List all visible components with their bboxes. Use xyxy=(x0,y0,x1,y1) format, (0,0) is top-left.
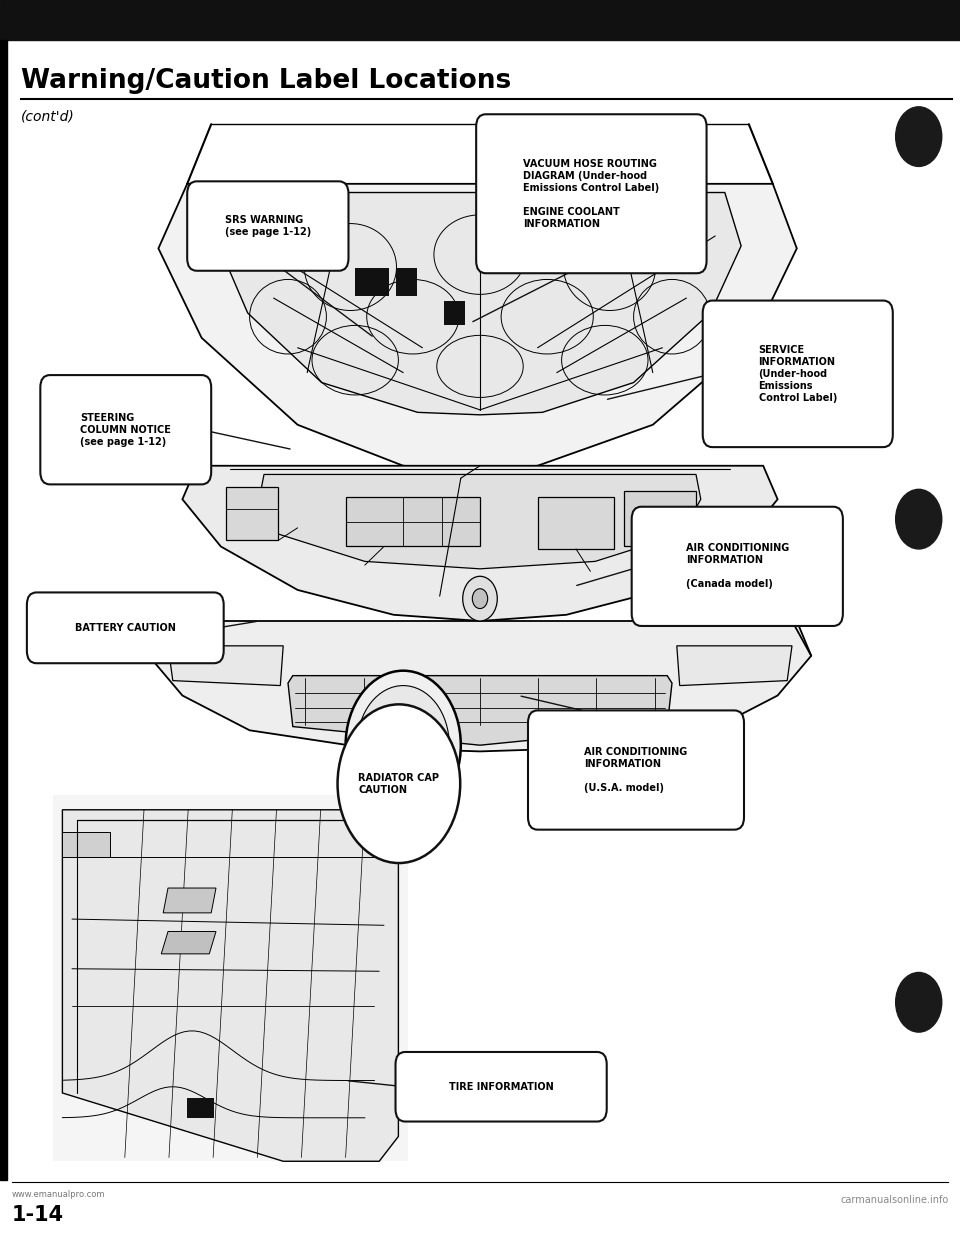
Bar xyxy=(0,0,960,40)
FancyBboxPatch shape xyxy=(27,592,224,663)
Circle shape xyxy=(338,704,460,863)
Polygon shape xyxy=(624,491,696,546)
Polygon shape xyxy=(161,932,216,954)
Polygon shape xyxy=(226,487,278,540)
Circle shape xyxy=(896,489,942,549)
FancyBboxPatch shape xyxy=(396,268,417,296)
FancyBboxPatch shape xyxy=(476,114,707,273)
Polygon shape xyxy=(163,888,216,913)
Text: 1-14: 1-14 xyxy=(12,1205,63,1225)
Bar xyxy=(53,795,408,1161)
Circle shape xyxy=(357,686,449,805)
FancyBboxPatch shape xyxy=(187,181,348,271)
Polygon shape xyxy=(346,497,480,546)
Text: Warning/Caution Label Locations: Warning/Caution Label Locations xyxy=(21,68,512,94)
Polygon shape xyxy=(182,466,778,621)
Polygon shape xyxy=(168,646,283,686)
FancyBboxPatch shape xyxy=(40,375,211,484)
FancyBboxPatch shape xyxy=(632,507,843,626)
FancyBboxPatch shape xyxy=(187,1098,214,1118)
Text: RADIATOR CAP
CAUTION: RADIATOR CAP CAUTION xyxy=(358,773,440,795)
Circle shape xyxy=(896,972,942,1032)
Polygon shape xyxy=(62,832,110,857)
Polygon shape xyxy=(677,646,792,686)
Text: www.emanualpro.com: www.emanualpro.com xyxy=(12,1190,105,1199)
Text: BATTERY CAUTION: BATTERY CAUTION xyxy=(75,622,176,633)
Circle shape xyxy=(472,589,488,609)
Text: SERVICE
INFORMATION
(Under-hood
Emissions
Control Label): SERVICE INFORMATION (Under-hood Emission… xyxy=(758,345,837,402)
Circle shape xyxy=(346,671,461,820)
FancyBboxPatch shape xyxy=(703,301,893,447)
Text: STEERING
COLUMN NOTICE
(see page 1-12): STEERING COLUMN NOTICE (see page 1-12) xyxy=(81,412,171,447)
Bar xyxy=(0,40,7,1180)
FancyBboxPatch shape xyxy=(528,710,744,830)
Text: AIR CONDITIONING
INFORMATION

(Canada model): AIR CONDITIONING INFORMATION (Canada mod… xyxy=(685,543,789,590)
Polygon shape xyxy=(149,621,811,751)
Polygon shape xyxy=(259,474,701,569)
Text: VACUUM HOSE ROUTING
DIAGRAM (Under-hood
Emissions Control Label)

ENGINE COOLANT: VACUUM HOSE ROUTING DIAGRAM (Under-hood … xyxy=(523,159,660,229)
Polygon shape xyxy=(288,676,672,745)
Text: TIRE INFORMATION: TIRE INFORMATION xyxy=(448,1082,554,1092)
FancyBboxPatch shape xyxy=(355,268,389,296)
Text: SRS WARNING
(see page 1-12): SRS WARNING (see page 1-12) xyxy=(225,215,311,237)
Text: (cont'd): (cont'd) xyxy=(21,109,75,123)
Polygon shape xyxy=(538,497,614,549)
Text: AIR CONDITIONING
INFORMATION

(U.S.A. model): AIR CONDITIONING INFORMATION (U.S.A. mod… xyxy=(585,746,687,794)
Polygon shape xyxy=(219,193,741,415)
Circle shape xyxy=(463,576,497,621)
Circle shape xyxy=(896,107,942,166)
Polygon shape xyxy=(62,810,398,1161)
Polygon shape xyxy=(158,184,797,469)
Text: carmanualsonline.info: carmanualsonline.info xyxy=(840,1195,948,1205)
FancyBboxPatch shape xyxy=(396,1052,607,1122)
FancyBboxPatch shape xyxy=(444,301,465,325)
